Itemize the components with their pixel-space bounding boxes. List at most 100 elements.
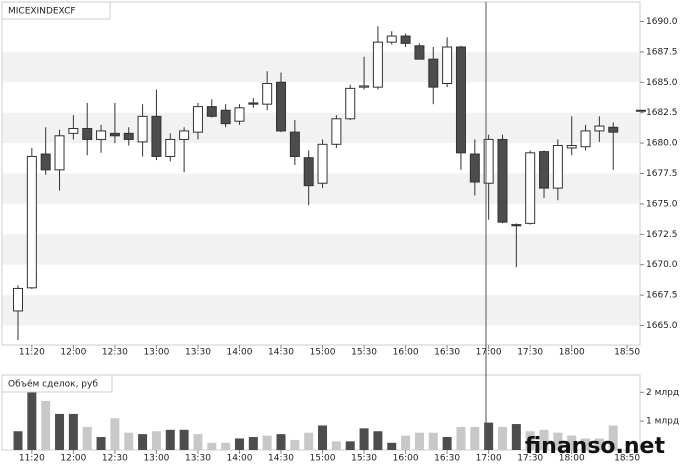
volume-bar bbox=[470, 426, 480, 450]
x-tick-label: 15:00 bbox=[310, 454, 336, 464]
y-tick-label: 1680.0 bbox=[646, 139, 678, 149]
grid-stripe bbox=[3, 112, 639, 144]
volume-bar bbox=[373, 431, 383, 450]
volume-bar bbox=[124, 432, 134, 450]
candle-body bbox=[525, 152, 536, 224]
volume-bar bbox=[331, 441, 341, 450]
x-tick-label: 14:00 bbox=[227, 348, 253, 358]
candle-body bbox=[580, 130, 591, 148]
volume-bar bbox=[41, 400, 51, 450]
candle-body bbox=[54, 135, 65, 171]
candle-body bbox=[400, 35, 411, 44]
volume-bar bbox=[82, 426, 92, 450]
candle-body bbox=[68, 127, 79, 134]
x-tick-label: 18:50 bbox=[614, 348, 640, 358]
candle-body bbox=[151, 115, 162, 157]
watermark: finanso.net bbox=[525, 434, 666, 459]
volume-bar bbox=[511, 424, 521, 450]
x-tick-label: 18:00 bbox=[559, 348, 585, 358]
volume-bar bbox=[359, 428, 369, 450]
x-tick-label: 15:30 bbox=[351, 454, 377, 464]
title-box bbox=[1, 1, 111, 20]
x-tick-label: 17:00 bbox=[476, 348, 502, 358]
title-box bbox=[1, 374, 113, 393]
y-tick-label: 1672.5 bbox=[646, 230, 678, 240]
candle-body bbox=[137, 115, 148, 143]
volume-bar bbox=[387, 442, 397, 450]
x-tick-label: 14:00 bbox=[227, 454, 253, 464]
volume-bar bbox=[96, 437, 106, 450]
candle-body bbox=[248, 102, 259, 105]
y-tick-label: 1670.0 bbox=[646, 260, 678, 270]
candle-body bbox=[428, 58, 439, 88]
volume-bar bbox=[497, 426, 507, 450]
x-tick-label: 12:00 bbox=[60, 348, 86, 358]
candle-body bbox=[539, 151, 550, 189]
candle-body bbox=[123, 132, 134, 140]
volume-bar bbox=[442, 437, 452, 450]
x-tick-label: 11:20 bbox=[19, 454, 45, 464]
candle-body bbox=[192, 106, 203, 133]
candle-body bbox=[13, 287, 23, 312]
y-tick-label: 1682.5 bbox=[646, 108, 678, 118]
candle-body bbox=[40, 153, 51, 171]
x-tick-label: 17:00 bbox=[476, 454, 502, 464]
volume-bar bbox=[207, 442, 217, 450]
volume-title: Объём сделок, руб bbox=[8, 380, 98, 390]
volume-bar bbox=[456, 426, 466, 450]
x-tick-label: 16:00 bbox=[393, 454, 419, 464]
x-tick-label: 17:30 bbox=[517, 348, 543, 358]
candle-body bbox=[165, 138, 176, 157]
candle-body bbox=[234, 107, 245, 122]
x-tick-label: 13:30 bbox=[185, 454, 211, 464]
candle-body bbox=[345, 87, 356, 120]
volume-bar bbox=[27, 382, 37, 450]
candle-body bbox=[359, 85, 370, 88]
x-tick-label: 13:00 bbox=[143, 454, 169, 464]
volume-bar bbox=[414, 432, 424, 450]
x-tick-label: 12:00 bbox=[60, 454, 86, 464]
candle-body bbox=[109, 132, 120, 137]
volume-bar bbox=[68, 413, 78, 450]
y-tick-label: 1667.5 bbox=[646, 291, 678, 301]
x-tick-label: 14:30 bbox=[268, 348, 294, 358]
x-tick-label: 15:30 bbox=[351, 348, 377, 358]
candle-body bbox=[552, 145, 563, 189]
candle-body bbox=[594, 125, 605, 132]
volume-bar bbox=[428, 432, 438, 450]
y-tick-label: 1677.5 bbox=[646, 169, 678, 179]
volume-bar bbox=[193, 434, 203, 450]
candle-body bbox=[317, 143, 328, 184]
x-tick-label: 11:20 bbox=[19, 348, 45, 358]
x-tick-label: 12:30 bbox=[102, 454, 128, 464]
x-tick-label: 16:00 bbox=[393, 348, 419, 358]
x-tick-label: 12:30 bbox=[102, 348, 128, 358]
volume-bar bbox=[608, 425, 618, 450]
y-tick-label: 1675.0 bbox=[646, 199, 678, 209]
volume-bar bbox=[138, 434, 148, 450]
candle-body bbox=[469, 153, 480, 183]
candle-body bbox=[276, 81, 287, 132]
x-tick-label: 14:30 bbox=[268, 454, 294, 464]
volume-bar bbox=[179, 429, 189, 450]
x-tick-label: 18:50 bbox=[614, 454, 640, 464]
x-tick-label: 16:30 bbox=[434, 454, 460, 464]
candle-body bbox=[372, 41, 383, 88]
volume-bar bbox=[525, 431, 535, 450]
candle-body bbox=[414, 45, 425, 60]
candle-body bbox=[289, 131, 300, 157]
y-tick-label: 2 млрд bbox=[646, 388, 679, 398]
candle-body bbox=[608, 126, 619, 133]
grid-stripe bbox=[3, 51, 639, 83]
x-tick-label: 15:00 bbox=[310, 348, 336, 358]
grid-stripe bbox=[3, 234, 639, 265]
y-tick-label: 1665.0 bbox=[646, 321, 678, 331]
candle-body bbox=[179, 130, 190, 140]
y-tick-label: 1687.5 bbox=[646, 47, 678, 57]
volume-bar bbox=[13, 431, 23, 450]
candle-body bbox=[442, 46, 453, 84]
x-tick-label: 16:30 bbox=[434, 348, 460, 358]
candle-body bbox=[206, 106, 217, 117]
candle-body bbox=[511, 224, 522, 227]
